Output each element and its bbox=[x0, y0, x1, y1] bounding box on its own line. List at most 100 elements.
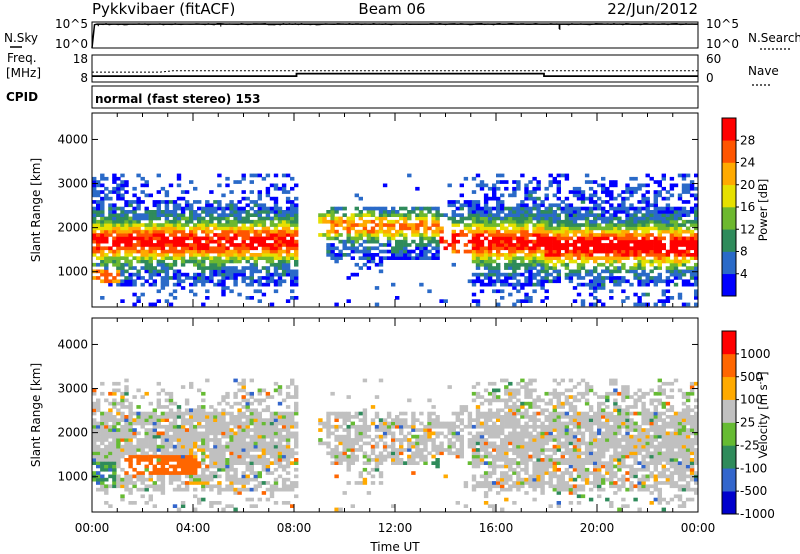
power-cell bbox=[564, 173, 570, 178]
power-cell bbox=[152, 266, 157, 270]
power-cell bbox=[512, 256, 517, 260]
power-cell bbox=[665, 223, 671, 227]
power-cell bbox=[540, 266, 545, 270]
velocity-cell bbox=[528, 434, 533, 439]
power-cell bbox=[152, 256, 157, 260]
nave-label: Nave bbox=[748, 64, 779, 78]
power-cell bbox=[536, 243, 541, 247]
velocity-cell bbox=[277, 487, 283, 492]
power-cell bbox=[100, 196, 105, 201]
power-cell bbox=[213, 272, 218, 277]
velocity-cell bbox=[273, 381, 279, 386]
power-cell bbox=[657, 256, 662, 260]
velocity-cell bbox=[209, 458, 214, 462]
velocity-cell bbox=[483, 491, 489, 495]
velocity-cell bbox=[164, 424, 170, 429]
power-cell bbox=[479, 239, 485, 244]
power-cell bbox=[92, 183, 97, 188]
power-cell bbox=[681, 282, 687, 287]
velocity-cell bbox=[378, 451, 384, 456]
power-cell bbox=[681, 272, 687, 277]
velocity-cell bbox=[189, 431, 194, 436]
velocity-cell bbox=[439, 431, 444, 436]
power-cell bbox=[124, 279, 129, 284]
velocity-cell bbox=[370, 421, 376, 426]
power-cell bbox=[544, 243, 549, 247]
power-cell bbox=[439, 213, 444, 217]
power-cell bbox=[504, 253, 509, 257]
velocity-cell bbox=[201, 444, 206, 449]
power-cell bbox=[419, 223, 424, 227]
velocity-cell bbox=[221, 415, 226, 419]
velocity-cell bbox=[508, 464, 513, 469]
power-cell bbox=[120, 239, 125, 244]
velocity-cell bbox=[92, 421, 97, 426]
velocity-cell bbox=[104, 501, 109, 505]
power-cell bbox=[132, 193, 137, 198]
power-cell bbox=[572, 246, 578, 251]
velocity-cell bbox=[148, 418, 153, 422]
velocity-cell bbox=[362, 411, 368, 416]
velocity-cell bbox=[140, 444, 145, 449]
power-cell bbox=[580, 213, 586, 217]
velocity-cell bbox=[273, 484, 279, 489]
power-cell bbox=[112, 253, 117, 257]
power-cell bbox=[160, 286, 166, 290]
power-cell bbox=[496, 196, 501, 201]
velocity-cell bbox=[96, 405, 101, 409]
power-cell bbox=[463, 203, 469, 208]
power-cell bbox=[512, 193, 517, 198]
velocity-cell bbox=[233, 441, 238, 446]
power-cell bbox=[471, 216, 477, 221]
power-cell bbox=[677, 296, 683, 300]
power-cell bbox=[152, 282, 157, 287]
velocity-cell bbox=[233, 458, 238, 462]
velocity-cell bbox=[128, 405, 133, 409]
power-cell bbox=[661, 299, 666, 303]
velocity-cell bbox=[281, 418, 287, 422]
velocity-cell bbox=[172, 448, 178, 452]
velocity-cell bbox=[346, 464, 351, 469]
power-cell bbox=[689, 183, 695, 188]
power-cell bbox=[245, 276, 250, 280]
power-cell bbox=[241, 190, 246, 194]
velocity-cell bbox=[471, 484, 477, 489]
power-cell bbox=[201, 206, 206, 211]
power-cell bbox=[197, 249, 202, 254]
velocity-cell bbox=[455, 501, 460, 505]
velocity-cell bbox=[362, 418, 368, 422]
velocity-cell bbox=[427, 424, 432, 429]
power-cell bbox=[593, 286, 598, 290]
power-cell bbox=[391, 282, 396, 287]
power-cell bbox=[160, 200, 166, 204]
power-cell bbox=[532, 246, 537, 251]
power-cell bbox=[92, 180, 97, 184]
velocity-cell bbox=[140, 477, 145, 482]
power-cell bbox=[479, 246, 485, 251]
power-cell bbox=[193, 223, 198, 227]
power-cell bbox=[229, 269, 234, 274]
velocity-cell bbox=[447, 451, 452, 456]
power-cell bbox=[588, 282, 594, 287]
power-cell bbox=[467, 229, 473, 234]
power-cell bbox=[653, 226, 658, 231]
power-cell bbox=[136, 213, 141, 217]
velocity-cell bbox=[245, 448, 250, 452]
power-cell bbox=[180, 249, 186, 254]
power-cell bbox=[669, 216, 675, 221]
power-cell bbox=[193, 246, 198, 251]
velocity-cell bbox=[520, 385, 525, 389]
velocity-cell bbox=[132, 395, 137, 399]
velocity-cell bbox=[104, 438, 109, 442]
power-cell bbox=[124, 226, 129, 231]
velocity-cell bbox=[451, 411, 456, 416]
velocity-cell bbox=[225, 448, 230, 452]
power-cell bbox=[285, 223, 291, 227]
power-cell bbox=[609, 276, 614, 280]
power-cell bbox=[221, 262, 226, 267]
velocity-cell bbox=[197, 444, 202, 449]
power-cell bbox=[104, 262, 109, 267]
velocity-cell bbox=[172, 477, 178, 482]
power-cell bbox=[641, 266, 646, 270]
power-cell bbox=[189, 203, 194, 208]
